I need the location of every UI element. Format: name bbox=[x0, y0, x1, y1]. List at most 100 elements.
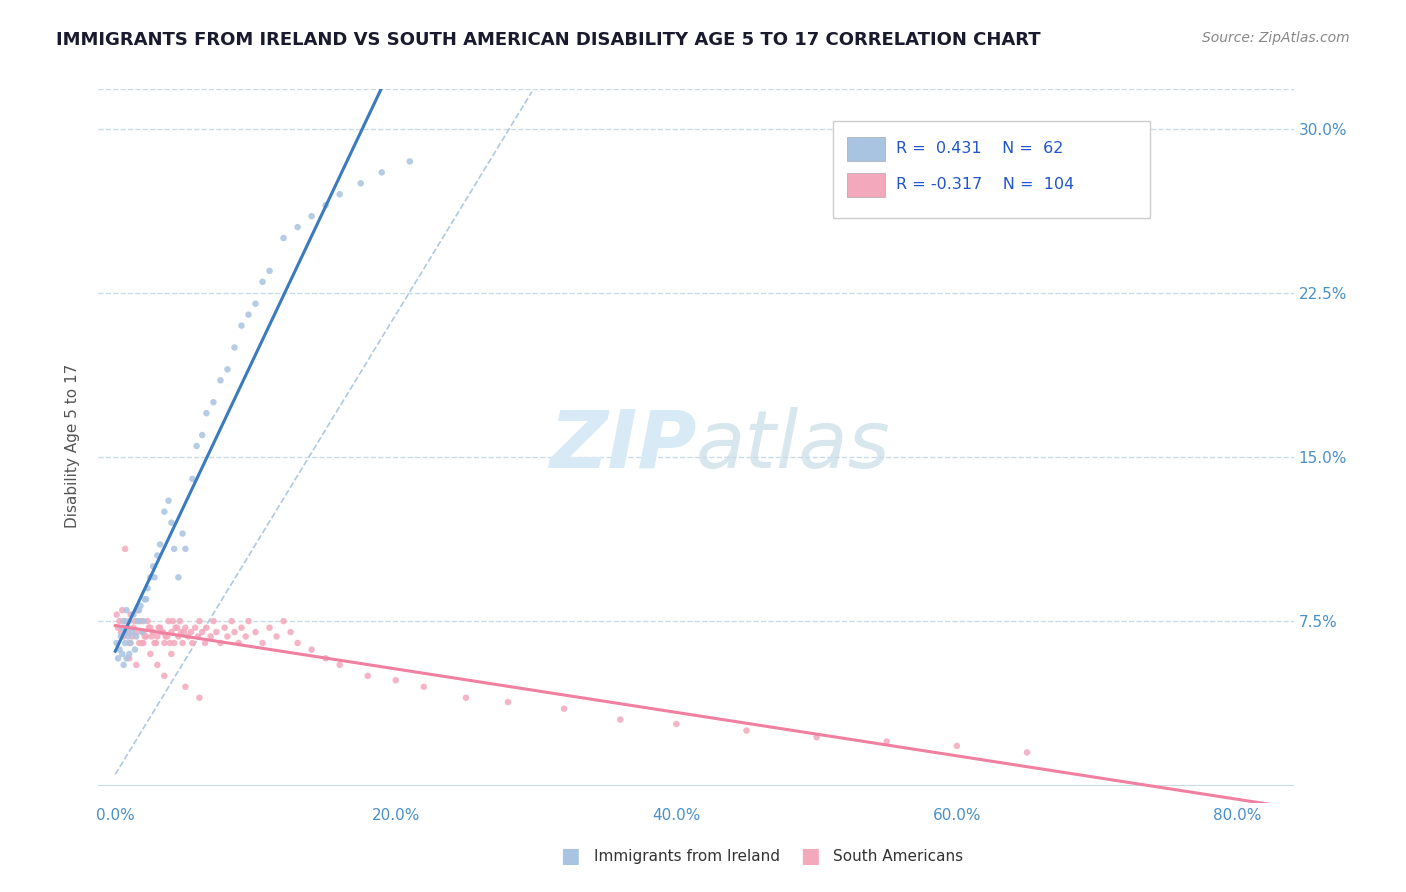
Point bbox=[329, 657, 352, 672]
Point bbox=[125, 629, 148, 643]
Point bbox=[357, 669, 380, 683]
Point bbox=[141, 629, 163, 643]
Point bbox=[174, 621, 197, 635]
Point bbox=[735, 723, 758, 738]
Point bbox=[195, 621, 218, 635]
Point bbox=[127, 614, 149, 628]
Point bbox=[132, 614, 155, 628]
Point bbox=[145, 636, 167, 650]
Point bbox=[110, 629, 132, 643]
Point bbox=[209, 636, 232, 650]
Point bbox=[143, 570, 166, 584]
Point bbox=[153, 669, 176, 683]
Point bbox=[165, 621, 187, 635]
Point bbox=[122, 621, 145, 635]
Point bbox=[117, 625, 139, 640]
Point bbox=[112, 657, 135, 672]
Point bbox=[259, 621, 281, 635]
Point bbox=[111, 603, 134, 617]
Point bbox=[195, 406, 218, 420]
Y-axis label: Disability Age 5 to 17: Disability Age 5 to 17 bbox=[65, 364, 80, 528]
Point bbox=[553, 701, 575, 715]
Point bbox=[160, 647, 183, 661]
Point bbox=[120, 636, 142, 650]
Point bbox=[172, 636, 194, 650]
Text: ■: ■ bbox=[800, 847, 820, 866]
Point bbox=[110, 625, 132, 640]
Point bbox=[876, 734, 898, 748]
Text: ■: ■ bbox=[561, 847, 581, 866]
Point bbox=[107, 651, 129, 665]
Point bbox=[287, 636, 309, 650]
Point bbox=[665, 717, 688, 731]
FancyBboxPatch shape bbox=[846, 137, 884, 161]
Point bbox=[205, 625, 228, 640]
Point bbox=[187, 629, 209, 643]
Point bbox=[111, 647, 134, 661]
Point bbox=[301, 209, 323, 223]
Point bbox=[155, 629, 177, 643]
FancyBboxPatch shape bbox=[846, 173, 884, 197]
Point bbox=[252, 636, 274, 650]
Point bbox=[160, 625, 183, 640]
Point bbox=[252, 275, 274, 289]
Point bbox=[114, 625, 136, 640]
Point bbox=[156, 629, 179, 643]
Point bbox=[238, 308, 260, 322]
Point bbox=[224, 341, 246, 355]
Point bbox=[412, 680, 434, 694]
Point bbox=[127, 603, 149, 617]
Point bbox=[124, 642, 146, 657]
Point bbox=[132, 625, 155, 640]
Point bbox=[117, 629, 139, 643]
Text: ZIP: ZIP bbox=[548, 407, 696, 485]
Text: Immigrants from Ireland: Immigrants from Ireland bbox=[595, 849, 780, 863]
Point bbox=[169, 614, 191, 628]
Point bbox=[181, 636, 204, 650]
Point bbox=[181, 472, 204, 486]
Point bbox=[115, 603, 138, 617]
Point bbox=[273, 614, 295, 628]
Point bbox=[301, 642, 323, 657]
Point bbox=[259, 264, 281, 278]
Point bbox=[135, 629, 157, 643]
Point bbox=[157, 493, 180, 508]
Point bbox=[266, 629, 288, 643]
Point bbox=[350, 177, 373, 191]
Point bbox=[132, 636, 155, 650]
Point bbox=[125, 625, 148, 640]
Point bbox=[131, 636, 153, 650]
Point bbox=[245, 296, 267, 310]
Point bbox=[174, 541, 197, 556]
Point bbox=[166, 621, 188, 635]
Point bbox=[146, 657, 169, 672]
Point bbox=[191, 625, 214, 640]
Point bbox=[188, 690, 211, 705]
Point bbox=[273, 231, 295, 245]
Text: R = -0.317    N =  104: R = -0.317 N = 104 bbox=[896, 177, 1074, 192]
Point bbox=[122, 607, 145, 622]
Point bbox=[315, 651, 337, 665]
Point bbox=[174, 680, 197, 694]
Point bbox=[385, 673, 408, 688]
Point bbox=[108, 614, 131, 628]
Point bbox=[496, 695, 519, 709]
Point bbox=[136, 614, 159, 628]
Point bbox=[142, 625, 165, 640]
Point bbox=[172, 526, 194, 541]
Point bbox=[143, 636, 166, 650]
Point bbox=[217, 362, 239, 376]
Point bbox=[231, 621, 253, 635]
Point bbox=[149, 621, 172, 635]
Point bbox=[111, 621, 134, 635]
Point bbox=[131, 625, 153, 640]
Point bbox=[231, 318, 253, 333]
Point bbox=[200, 629, 222, 643]
Point bbox=[112, 614, 135, 628]
Point bbox=[117, 621, 139, 635]
Point bbox=[287, 220, 309, 235]
Point bbox=[454, 690, 477, 705]
Point bbox=[238, 614, 260, 628]
Point bbox=[160, 516, 183, 530]
Point bbox=[146, 629, 169, 643]
